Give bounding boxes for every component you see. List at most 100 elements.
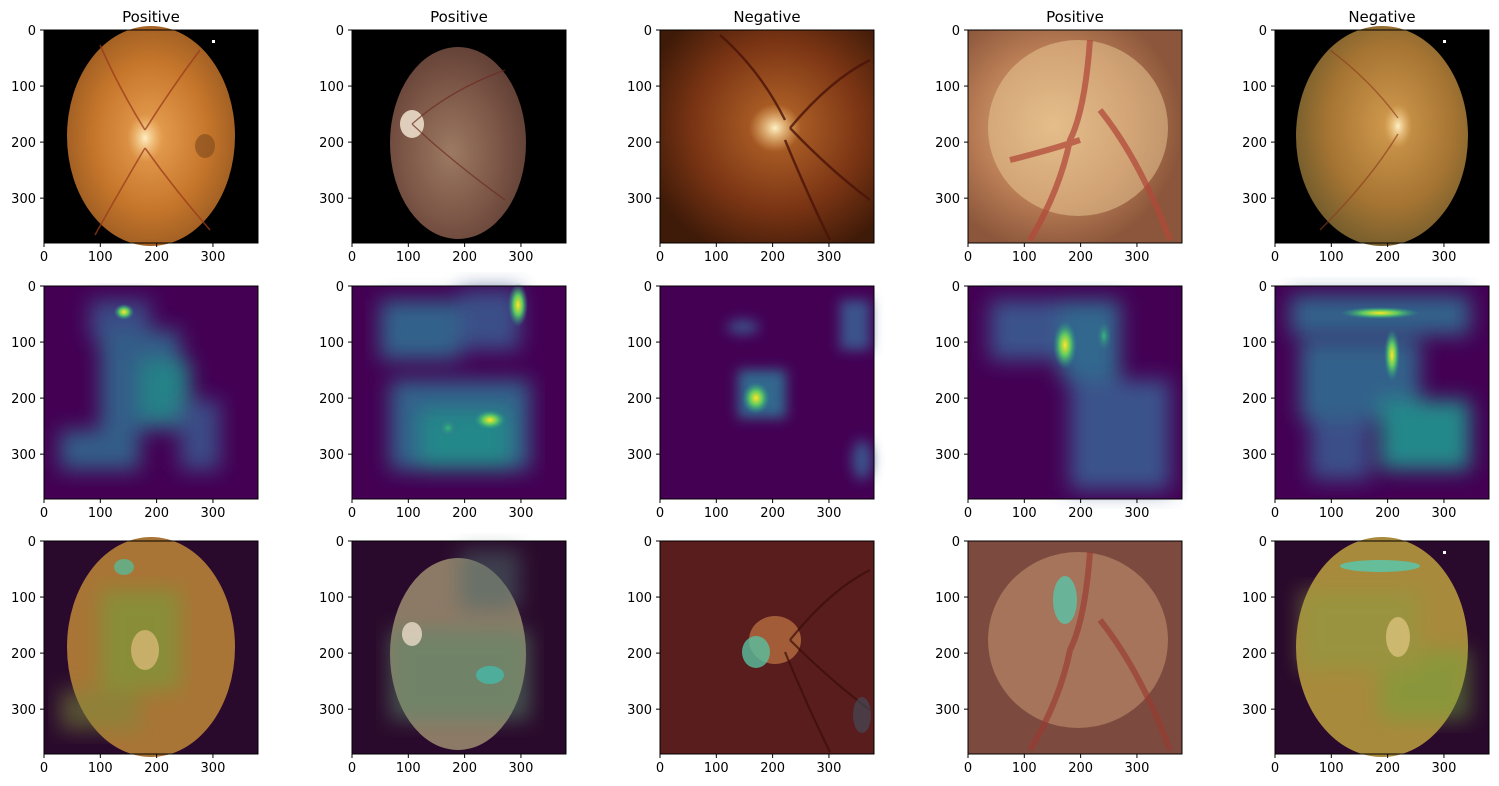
y-tick-label: 0 [28, 535, 36, 550]
y-tick-label: 200 [11, 136, 36, 151]
x-tick-label: 100 [1012, 506, 1037, 521]
y-tick-label: 100 [11, 591, 36, 606]
x-tick-label: 0 [40, 761, 48, 776]
y-tick-label: 300 [935, 703, 960, 718]
x-tick-label: 200 [760, 506, 785, 521]
y-tick-label: 0 [1259, 280, 1267, 295]
x-tick-label: 200 [1375, 761, 1400, 776]
x-tick-label: 0 [40, 506, 48, 521]
y-tick-label: 300 [627, 448, 652, 463]
y-tick-label: 100 [11, 336, 36, 351]
x-tick-label: 300 [509, 506, 534, 521]
y-tick-label: 300 [1242, 448, 1267, 463]
panel-title: Positive [1046, 8, 1104, 26]
x-tick-label: 0 [348, 506, 356, 521]
x-tick-label: 300 [201, 250, 226, 265]
x-tick-label: 300 [1125, 761, 1150, 776]
y-tick-label: 100 [1242, 591, 1267, 606]
panel-r1-c4 [968, 30, 1182, 243]
axes-frame [659, 285, 875, 500]
panel-r3-c5 [1275, 537, 1489, 757]
panel-r2-c4 [968, 286, 1182, 499]
panel-r3-c1 [44, 537, 258, 757]
y-tick-label: 100 [935, 336, 960, 351]
x-tick-label: 100 [396, 506, 421, 521]
y-tick-label: 0 [336, 535, 344, 550]
y-tick-label: 100 [627, 591, 652, 606]
x-tick-label: 200 [760, 250, 785, 265]
x-tick-label: 0 [348, 250, 356, 265]
panel-r2-c2 [352, 283, 566, 499]
y-tick-label: 0 [952, 535, 960, 550]
y-tick-label: 200 [1242, 136, 1267, 151]
x-tick-label: 200 [144, 761, 169, 776]
y-tick-label: 100 [627, 80, 652, 95]
y-tick-label: 100 [935, 80, 960, 95]
y-tick-label: 0 [644, 24, 652, 39]
y-tick-label: 300 [1242, 192, 1267, 207]
panel-r3-c4 [968, 541, 1182, 754]
axes-frame [351, 285, 567, 500]
x-tick-label: 100 [88, 250, 113, 265]
y-tick-label: 200 [935, 647, 960, 662]
x-tick-label: 200 [144, 506, 169, 521]
panel-r2-c3 [660, 286, 874, 499]
panel-r1-c5 [1275, 26, 1489, 246]
y-tick-label: 300 [627, 192, 652, 207]
y-tick-label: 100 [1242, 336, 1267, 351]
x-tick-label: 300 [509, 761, 534, 776]
y-tick-label: 200 [1242, 392, 1267, 407]
x-tick-label: 300 [1432, 250, 1457, 265]
axes-frame [1274, 540, 1490, 755]
y-tick-label: 300 [11, 448, 36, 463]
x-tick-label: 0 [656, 250, 664, 265]
y-tick-label: 100 [627, 336, 652, 351]
axes-frame [967, 540, 1183, 755]
axes-frame [43, 29, 259, 244]
x-tick-label: 0 [1271, 761, 1279, 776]
x-tick-label: 100 [704, 250, 729, 265]
x-tick-label: 200 [1068, 761, 1093, 776]
x-tick-label: 300 [1432, 761, 1457, 776]
y-tick-label: 200 [627, 136, 652, 151]
y-tick-label: 0 [336, 280, 344, 295]
panel-title: Positive [122, 8, 180, 26]
x-tick-label: 100 [88, 761, 113, 776]
axes-frame [659, 540, 875, 755]
x-tick-label: 200 [1068, 250, 1093, 265]
y-tick-label: 0 [952, 280, 960, 295]
panel-r3-c3 [660, 541, 874, 754]
panel-title: Negative [1348, 8, 1415, 26]
x-tick-label: 300 [1125, 506, 1150, 521]
y-tick-label: 200 [319, 647, 344, 662]
axes-frame [351, 29, 567, 244]
y-tick-label: 100 [935, 591, 960, 606]
x-tick-label: 300 [509, 250, 534, 265]
x-tick-label: 200 [1068, 506, 1093, 521]
y-tick-label: 100 [11, 80, 36, 95]
y-tick-label: 300 [935, 448, 960, 463]
y-tick-label: 200 [627, 392, 652, 407]
panel-title: Positive [430, 8, 488, 26]
panel-r2-c5 [1275, 286, 1489, 499]
x-tick-label: 200 [1375, 250, 1400, 265]
axes-frame [659, 29, 875, 244]
x-tick-label: 0 [964, 761, 972, 776]
panel-r1-c2 [352, 30, 566, 243]
y-tick-label: 0 [644, 535, 652, 550]
panel-r1-c3 [660, 30, 874, 243]
y-tick-label: 0 [644, 280, 652, 295]
x-tick-label: 300 [201, 506, 226, 521]
x-tick-label: 0 [40, 250, 48, 265]
y-tick-label: 200 [319, 136, 344, 151]
y-tick-label: 300 [1242, 703, 1267, 718]
axes-frame [1274, 29, 1490, 244]
y-tick-label: 100 [319, 80, 344, 95]
x-tick-label: 300 [817, 506, 842, 521]
y-tick-label: 0 [952, 24, 960, 39]
y-tick-label: 100 [319, 591, 344, 606]
x-tick-label: 200 [452, 761, 477, 776]
x-tick-label: 100 [1319, 761, 1344, 776]
x-tick-label: 100 [88, 506, 113, 521]
